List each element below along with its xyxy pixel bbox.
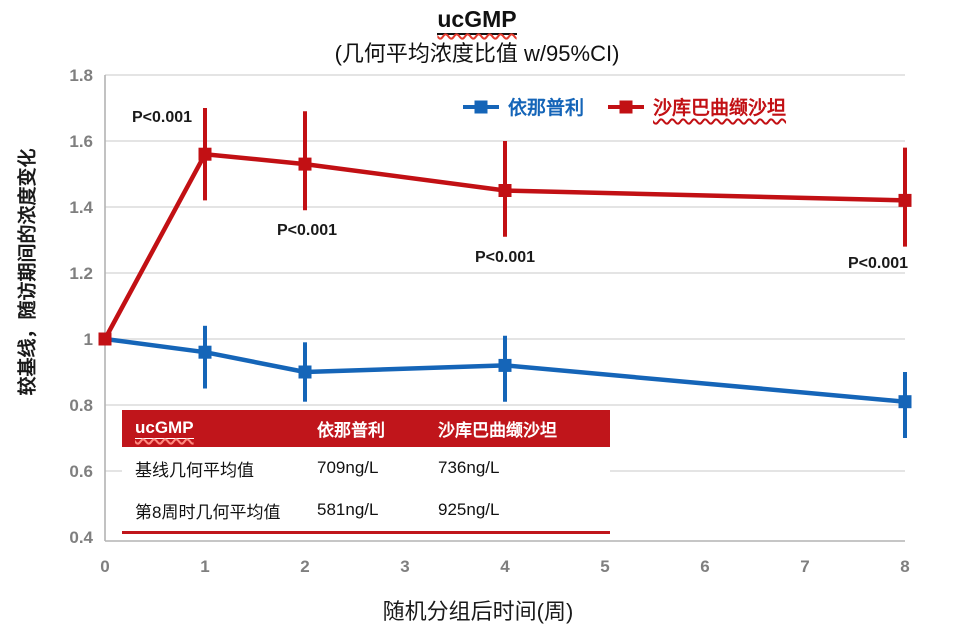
y-tick-label: 0.8: [69, 396, 93, 415]
marker-sacubitril-valsartan: [298, 157, 312, 171]
legend-item-enalapril: 依那普利: [463, 93, 584, 120]
y-tick-label: 1.4: [69, 198, 93, 217]
row-label: 第8周时几何平均值: [135, 502, 281, 522]
page-title: ucGMP: [437, 6, 517, 35]
x-tick-label: 5: [600, 557, 609, 576]
table-row: 基线几何平均值 709ng/L 736ng/L: [122, 447, 610, 489]
marker-sacubitril-valsartan: [98, 332, 112, 346]
x-tick-label: 3: [400, 557, 409, 576]
marker-enalapril: [198, 345, 212, 359]
chart-legend: 依那普利 沙库巴曲缬沙坦: [463, 93, 786, 120]
x-axis-title: 随机分组后时间(周): [382, 599, 574, 624]
x-tick-label: 6: [700, 557, 709, 576]
table-header-sacubitril: 沙库巴曲缬沙坦: [438, 421, 557, 440]
legend-item-sacubitril-valsartan: 沙库巴曲缬沙坦: [608, 93, 786, 120]
x-tick-label: 4: [500, 557, 510, 576]
row-value-enalapril: 581ng/L: [317, 500, 379, 519]
p-value-label: P<0.001: [131, 109, 193, 126]
summary-table-header: ucGMP 依那普利 沙库巴曲缬沙坦: [122, 410, 610, 447]
legend-label-enalapril: 依那普利: [508, 98, 585, 119]
marker-sacubitril-valsartan: [198, 147, 212, 161]
y-tick-label: 0.4: [69, 528, 93, 547]
row-value-sacubitril: 925ng/L: [438, 500, 500, 519]
row-label: 基线几何平均值: [135, 460, 254, 480]
p-value-label: P<0.001: [474, 249, 536, 266]
table-header-enalapril: 依那普利: [317, 421, 385, 440]
x-tick-label: 7: [800, 557, 809, 576]
summary-table-body: 基线几何平均值 709ng/L 736ng/L 第8周时几何平均值 581ng/…: [122, 447, 610, 534]
p-value-label: P<0.001: [276, 222, 338, 239]
marker-enalapril: [498, 358, 512, 372]
y-tick-label: 1: [84, 330, 93, 349]
table-header-ucgmp: ucGMP: [135, 418, 194, 439]
marker-sacubitril-valsartan: [498, 184, 512, 197]
x-tick-label: 8: [900, 557, 909, 576]
x-tick-label: 1: [200, 557, 209, 576]
row-value-sacubitril: 736ng/L: [438, 458, 500, 477]
row-value-enalapril: 709ng/L: [317, 458, 379, 477]
p-value-label: P<0.001: [847, 255, 909, 272]
legend-label-sacubitril-valsartan: 沙库巴曲缬沙坦: [653, 98, 787, 119]
page-subtitle: (几何平均浓度比值 w/95%CI): [334, 41, 620, 66]
summary-table: ucGMP 依那普利 沙库巴曲缬沙坦 基线几何平均值 709ng/L 736ng…: [122, 410, 610, 534]
legend-marker-icon: [608, 100, 645, 113]
x-tick-label: 0: [100, 557, 109, 576]
title-row: ucGMP: [0, 6, 954, 35]
x-tick-label: 2: [300, 557, 309, 576]
table-row: 第8周时几何平均值 581ng/L 925ng/L: [122, 489, 610, 531]
y-tick-label: 1.8: [69, 66, 93, 85]
y-tick-label: 0.6: [69, 462, 93, 481]
marker-sacubitril-valsartan: [898, 193, 912, 207]
legend-marker-icon: [463, 100, 499, 113]
marker-enalapril: [898, 395, 912, 409]
y-tick-label: 1.2: [69, 264, 93, 283]
y-tick-label: 1.6: [69, 132, 93, 151]
marker-enalapril: [298, 365, 312, 379]
